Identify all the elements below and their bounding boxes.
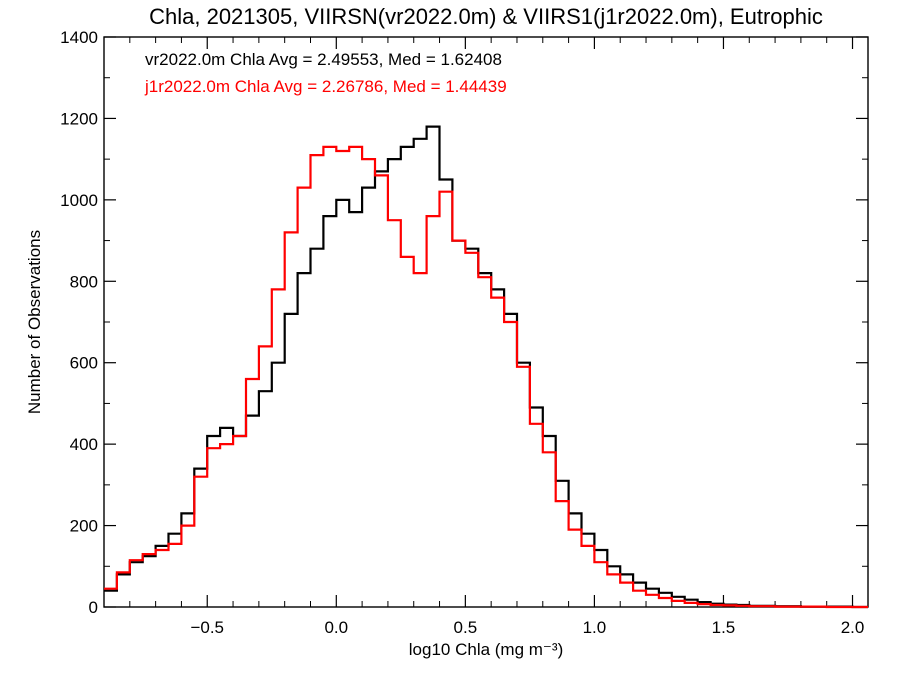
x-tick-label: 0.5 [454,618,478,637]
y-tick-label: 1200 [60,109,98,128]
y-tick-label: 1400 [60,28,98,47]
series-j1r2022-histogram [104,145,868,609]
x-tick-label: −0.5 [190,618,224,637]
y-tick-label: 0 [89,598,98,617]
series-layer [104,125,868,609]
x-tick-label: 0.0 [324,618,348,637]
y-tick-label: 200 [70,517,98,536]
x-tick-label: 2.0 [841,618,865,637]
y-axis-ticks: 0 200 400 600 800 1000 1200 1400 [60,28,868,617]
y-tick-label: 600 [70,354,98,373]
chart-title: Chla, 2021305, VIIRSN(vr2022.0m) & VIIRS… [149,4,823,29]
x-axis-label: log10 Chla (mg m⁻³) [409,640,563,659]
x-tick-label: 1.5 [712,618,736,637]
y-axis-label: Number of Observations [25,230,44,414]
legend-annotation-vr2022: vr2022.0m Chla Avg = 2.49553, Med = 1.62… [145,50,502,69]
legend-annotation-j1r2022: j1r2022.0m Chla Avg = 2.26786, Med = 1.4… [144,77,507,96]
y-tick-label: 400 [70,435,98,454]
y-tick-label: 800 [70,272,98,291]
x-tick-label: 1.0 [583,618,607,637]
y-tick-label: 1000 [60,191,98,210]
x-axis-ticks: −0.5 0.0 0.5 1.0 1.5 2.0 [103,37,865,637]
